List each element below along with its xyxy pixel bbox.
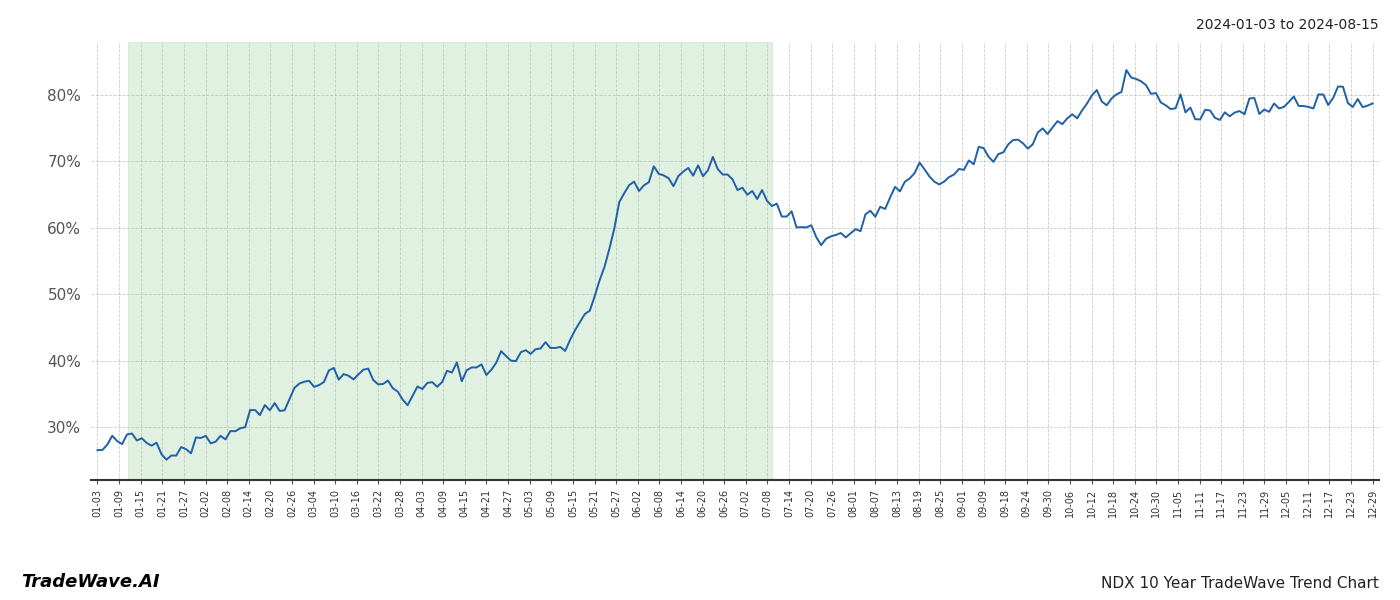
Text: 2024-01-03 to 2024-08-15: 2024-01-03 to 2024-08-15 [1197, 18, 1379, 32]
Text: TradeWave.AI: TradeWave.AI [21, 573, 160, 591]
Bar [127, 42, 771, 480]
Text: NDX 10 Year TradeWave Trend Chart: NDX 10 Year TradeWave Trend Chart [1102, 576, 1379, 591]
